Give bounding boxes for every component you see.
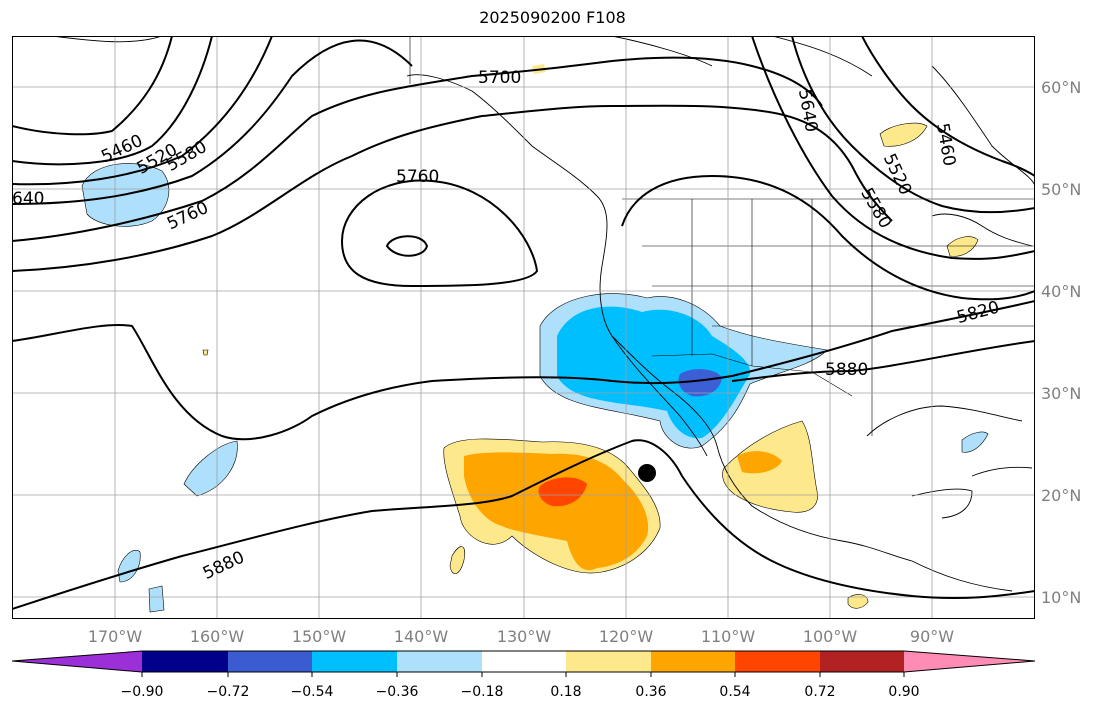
map-frame bbox=[12, 36, 1035, 619]
colorbar-segment bbox=[820, 651, 904, 672]
lon-label-120w: 120°W bbox=[599, 627, 654, 646]
longitude-axis: 170°W 160°W 150°W 140°W 130°W 120°W 110°… bbox=[88, 627, 954, 646]
colorbar-tick-label: −0.36 bbox=[376, 684, 419, 700]
colorbar-segment bbox=[228, 651, 312, 672]
shade-orange-mexico bbox=[737, 451, 782, 474]
coast-cuba bbox=[971, 466, 1033, 477]
lat-label-40n: 40°N bbox=[1041, 282, 1081, 301]
coast-gulf bbox=[866, 405, 1023, 437]
map-panel: 5700 5760 5460 5520 5580 640 5760 5640 5… bbox=[12, 36, 1035, 619]
coast-alaska bbox=[406, 74, 1013, 592]
contour-label-5880-east: 5880 bbox=[825, 360, 868, 380]
lon-label-140w: 140°W bbox=[394, 627, 449, 646]
shade-light-blue-hawaii bbox=[183, 440, 238, 497]
anomaly-shading bbox=[81, 64, 989, 613]
colorbar-tick-label: −0.90 bbox=[121, 684, 164, 700]
latitude-axis: 60°N 50°N 40°N 30°N 20°N 10°N bbox=[1041, 78, 1081, 607]
lon-label-130w: 130°W bbox=[497, 627, 552, 646]
contour-5460-west bbox=[12, 36, 173, 136]
shade-red-orange-ocean bbox=[538, 477, 587, 507]
contour-5760-high bbox=[385, 235, 429, 257]
shade-light-yellow-lakes bbox=[946, 236, 979, 257]
colorbar-segment bbox=[566, 651, 651, 672]
lat-label-10n: 10°N bbox=[1041, 588, 1081, 607]
lon-label-160w: 160°W bbox=[190, 627, 245, 646]
colorbar-tick-label: 0.72 bbox=[804, 684, 835, 700]
shade-light-yellow-canada bbox=[879, 122, 928, 147]
contour-5880-east bbox=[731, 340, 1035, 382]
colorbar-segment bbox=[482, 651, 566, 672]
colorbar-segment bbox=[312, 651, 397, 672]
colorbar-segment bbox=[735, 651, 820, 672]
colorbar-extend-low bbox=[12, 651, 142, 672]
colorbar-segment bbox=[397, 651, 482, 672]
contour-label-640-west: 640 bbox=[12, 189, 44, 209]
colorbar-segment bbox=[142, 651, 228, 672]
political-borders bbox=[409, 36, 1035, 436]
colorbar-tick-label: −0.72 bbox=[207, 684, 250, 700]
contour-label-5700: 5700 bbox=[478, 68, 521, 88]
shade-orange-ocean bbox=[464, 452, 649, 571]
shade-light-yellow-dot bbox=[202, 349, 209, 356]
contour-label-5760-center: 5760 bbox=[396, 167, 439, 187]
colorbar-tick-label: 0.54 bbox=[719, 684, 750, 700]
colorbar-tick-label: 0.36 bbox=[635, 684, 666, 700]
contour-5580-west bbox=[12, 36, 273, 186]
lon-label-110w: 110°W bbox=[701, 627, 756, 646]
lon-label-170w: 170°W bbox=[88, 627, 143, 646]
coast-baja bbox=[611, 335, 708, 457]
shade-light-yellow-small2 bbox=[847, 594, 869, 609]
shade-light-blue-small2 bbox=[148, 585, 165, 613]
colorbar-ticks bbox=[141, 672, 905, 677]
contour-5640-west bbox=[12, 39, 413, 205]
contour-east-2 bbox=[751, 36, 1035, 260]
lat-label-60n: 60°N bbox=[1041, 78, 1081, 97]
lat-label-30n: 30°N bbox=[1041, 384, 1081, 403]
shade-light-blue-gulf bbox=[961, 431, 989, 453]
colorbar-extend-high bbox=[904, 651, 1035, 672]
colorbar-tick-label: 0.90 bbox=[888, 684, 919, 700]
colorbar: −0.90 −0.72 −0.54 −0.36 −0.18 0.18 0.36 … bbox=[12, 650, 1036, 700]
colorbar-tick-label: −0.18 bbox=[461, 684, 504, 700]
contour-east-4 bbox=[621, 174, 1035, 301]
storm-position-marker bbox=[638, 464, 656, 482]
contour-5880-main bbox=[12, 439, 1035, 610]
coastlines bbox=[51, 36, 1035, 592]
contour-east-1 bbox=[791, 36, 1035, 214]
lon-label-100w: 100°W bbox=[803, 627, 858, 646]
coast-greatlakes bbox=[931, 213, 1033, 247]
shade-royal-blue-core bbox=[678, 369, 722, 397]
contour-5820 bbox=[12, 300, 1035, 441]
lon-label-150w: 150°W bbox=[292, 627, 347, 646]
colorbar-tick-label: 0.18 bbox=[550, 684, 581, 700]
coast-north bbox=[51, 36, 873, 77]
colorbar-tick-label: −0.54 bbox=[291, 684, 334, 700]
chart-title: 2025090200 F108 bbox=[479, 8, 626, 27]
contour-5520-west bbox=[12, 36, 213, 166]
lat-label-20n: 20°N bbox=[1041, 486, 1081, 505]
lon-label-90w: 90°W bbox=[910, 627, 954, 646]
coast-hudson bbox=[931, 65, 1035, 187]
lat-label-50n: 50°N bbox=[1041, 180, 1081, 199]
contour-5760-top bbox=[12, 104, 893, 272]
height-contours bbox=[12, 36, 1035, 610]
contour-east-3 bbox=[861, 36, 1035, 177]
coast-yucatan bbox=[911, 488, 973, 519]
colorbar-segment bbox=[651, 651, 735, 672]
shade-light-yellow-small1 bbox=[449, 546, 465, 574]
contour-5760-closed bbox=[340, 179, 539, 288]
contour-5700 bbox=[12, 56, 823, 242]
shade-blue-southwest bbox=[557, 306, 751, 439]
